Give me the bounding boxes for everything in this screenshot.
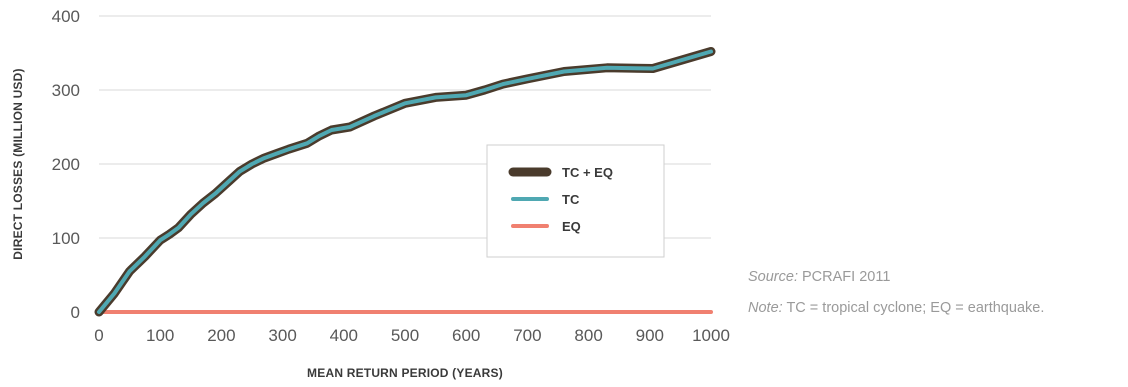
chart-notes: Source: PCRAFI 2011 Note: TC = tropical … [748,262,1126,324]
x-tick-label: 300 [268,326,296,345]
x-tick-label: 100 [146,326,174,345]
note-text: TC = tropical cyclone; EQ = earthquake. [782,300,1045,316]
y-tick-label: 200 [52,155,80,174]
y-tick-labels: 0 100 200 300 400 [52,7,80,322]
y-tick-label: 0 [71,303,80,322]
x-tick-labels: 0 100 200 300 400 500 600 700 800 900 1000 [94,326,730,345]
x-tick-label: 900 [636,326,664,345]
series-lines [94,47,716,317]
series-tc-line [97,49,713,314]
source-text: PCRAFI 2011 [797,269,891,285]
legend-label-tc: TC [562,192,580,207]
note-line: Note: TC = tropical cyclone; EQ = earthq… [748,293,1126,324]
x-tick-label: 400 [330,326,358,345]
legend-label-eq: EQ [562,219,581,234]
source-label: Source: [748,269,798,285]
legend: TC + EQ TC EQ [486,144,665,258]
x-tick-label: 500 [391,326,419,345]
x-tick-label: 1000 [692,326,730,345]
source-line: Source: PCRAFI 2011 [748,262,1126,293]
x-tick-label: 700 [513,326,541,345]
y-tick-label: 400 [52,7,80,26]
y-tick-label: 100 [52,229,80,248]
y-axis-title: DIRECT LOSSES (MILLION USD) [11,68,25,259]
x-axis-title: MEAN RETURN PERIOD (YEARS) [307,366,503,380]
legend-label-tc-eq: TC + EQ [562,165,613,180]
x-tick-label: 800 [574,326,602,345]
x-tick-label: 200 [207,326,235,345]
x-tick-label: 600 [452,326,480,345]
y-tick-label: 300 [52,81,80,100]
note-label: Note: [748,300,783,316]
x-tick-label: 0 [94,326,103,345]
